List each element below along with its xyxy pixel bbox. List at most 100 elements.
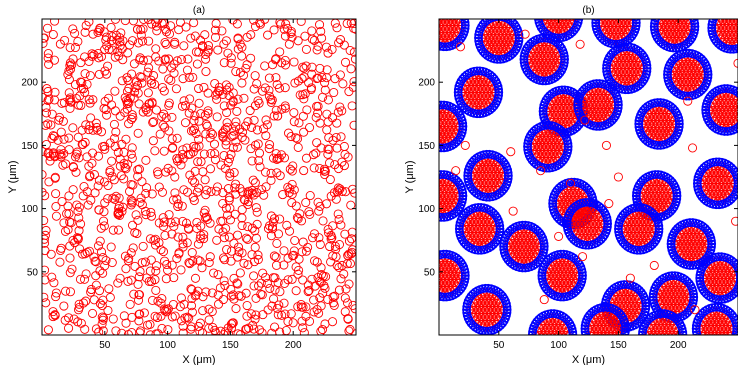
data-point [103,194,113,204]
data-point [430,11,438,19]
data-point [89,295,99,305]
data-point [208,322,218,332]
data-point [145,266,155,276]
boundary-point [493,55,502,64]
data-point [74,202,84,212]
data-point [278,190,288,200]
data-point [229,126,239,136]
data-point [106,100,117,110]
data-point [169,273,179,283]
data-point [188,72,198,82]
data-point [85,71,95,81]
data-point [220,163,230,173]
data-point [428,279,436,287]
data-point [195,256,205,266]
data-point [315,118,325,128]
data-point [428,126,436,134]
data-point [233,329,243,335]
data-point [121,134,131,144]
boundary-point [439,251,443,260]
data-point [226,256,236,266]
data-point [163,265,173,275]
data-point [221,136,231,146]
data-point [283,275,293,285]
boundary-point [430,104,437,111]
x-axis-label: X (μm) [182,354,215,365]
data-point [321,42,331,52]
boundary-point [453,4,460,11]
data-point [320,319,330,329]
data-point [601,9,609,17]
data-point [153,169,163,179]
x-tick-label: 100 [159,340,176,351]
data-point [318,216,328,226]
boundary-point [730,190,738,199]
data-point [266,94,276,104]
boundary-point [714,8,721,15]
boundary-point [675,2,682,9]
data-point [187,248,197,258]
data-point [144,99,154,109]
data-point [243,234,253,245]
boundary-point [603,219,613,229]
data-point [336,132,346,142]
data-point [212,88,222,98]
data-point [667,5,675,13]
data-point [551,9,559,17]
data-point [334,214,344,224]
data-point [104,284,114,294]
data-point [80,324,90,334]
particle-cluster [614,202,664,255]
data-point [84,56,94,67]
data-point [194,134,204,144]
data-point [140,206,150,216]
boundary-point [499,239,509,248]
data-point [305,122,315,133]
data-point [83,200,93,210]
boundary-point [603,0,610,7]
data-point [182,312,192,322]
data-point [81,296,91,306]
data-point [70,28,80,38]
boundary-point [564,0,571,1]
data-point [308,233,318,243]
boundary-point [453,84,463,94]
data-point [60,315,70,325]
boundary-point [562,216,572,226]
data-point [728,19,737,22]
data-point [424,189,432,197]
data-point [664,19,671,21]
data-point [196,157,206,167]
data-point [439,183,440,188]
data-point [99,141,110,151]
data-point [234,291,244,301]
data-point [203,45,213,55]
data-point [209,139,220,149]
data-point [430,178,438,186]
boundary-point [654,224,664,234]
data-point [235,268,245,278]
data-point [235,124,245,134]
data-point [313,101,323,111]
data-point [347,101,356,111]
data-point [725,7,733,15]
data-point [313,41,323,51]
data-point [299,166,309,176]
data-point [237,127,248,137]
data-point [660,19,667,21]
data-point [241,233,251,243]
boundary-point [459,10,466,17]
boundary-point [608,0,615,5]
data-point [157,111,167,122]
boundary-point [591,19,601,25]
data-point [49,95,60,105]
boundary-point [485,149,494,159]
boundary-point [735,121,738,130]
data-point [207,288,217,298]
data-point [176,54,187,65]
data-point [60,226,71,236]
data-point [143,88,153,98]
data-point [732,7,738,15]
boundary-point [443,0,450,7]
data-point [107,36,117,46]
